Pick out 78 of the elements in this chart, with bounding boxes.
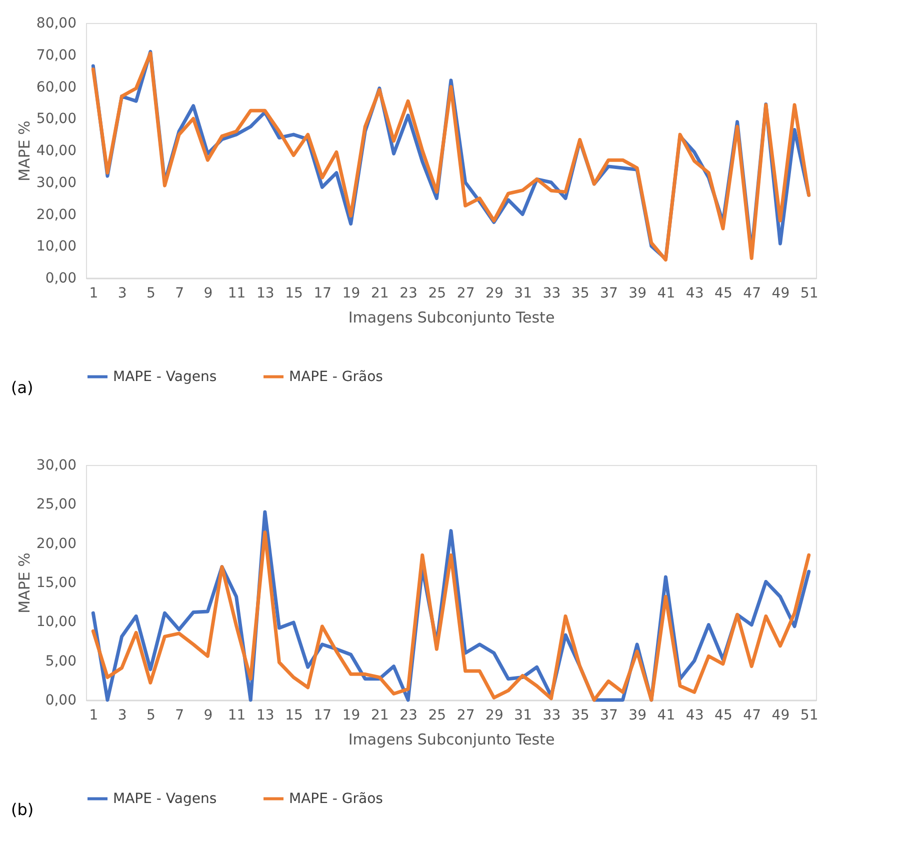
x-tick-label: 27 (456, 286, 475, 302)
legend-label: MAPE - Vagens (113, 368, 217, 385)
y-tick-label: 20,00 (36, 206, 76, 223)
x-tick-label: 21 (371, 708, 389, 724)
x-tick-label: 49 (772, 286, 790, 302)
x-tick-label: 29 (486, 708, 504, 724)
text: (b) (11, 800, 34, 819)
y-tick-label: 30,00 (36, 174, 76, 191)
legend-label: MAPE - Grãos (289, 368, 383, 385)
x-tick-label: 25 (428, 708, 446, 724)
x-tick-label: 11 (228, 708, 246, 724)
x-tick-label: 37 (600, 708, 618, 724)
x-tick-label: 17 (314, 286, 332, 302)
x-tick-label: 31 (514, 286, 532, 302)
x-tick-label: 7 (175, 286, 184, 302)
x-tick-label: 11 (228, 286, 246, 302)
y-tick-label: 40,00 (36, 143, 76, 159)
x-tick-label: 21 (371, 286, 389, 302)
x-tick-label: 29 (486, 286, 504, 302)
y-tick-label: 60,00 (36, 79, 76, 96)
x-tick-label: 15 (285, 286, 303, 302)
x-tick-label: 19 (342, 708, 360, 724)
y-tick-label: 25,00 (36, 496, 76, 513)
x-tick-label: 27 (456, 708, 475, 724)
y-tick-label: 5,00 (45, 653, 76, 670)
x-tick-label: 45 (714, 286, 732, 302)
y-tick-label: 0,00 (45, 692, 76, 708)
x-tick-label: 41 (657, 286, 676, 302)
x-tick-label: 23 (400, 286, 418, 302)
x-tick-label: 17 (314, 708, 332, 724)
y-tick-label: 20,00 (36, 536, 76, 552)
x-tick-label: 45 (714, 708, 732, 724)
y-tick-label: 50,00 (36, 111, 76, 128)
x-tick-label: 23 (400, 708, 418, 724)
x-tick-label: 47 (743, 708, 761, 724)
x-tick-label: 43 (686, 708, 704, 724)
x-tick-label: 35 (571, 286, 590, 302)
y-tick-label: 15,00 (36, 575, 76, 591)
y-tick-label: 80,00 (36, 16, 76, 32)
x-tick-label: 37 (600, 286, 618, 302)
x-tick-label: 25 (428, 286, 446, 302)
x-tick-label: 35 (571, 708, 590, 724)
x-tick-label: 51 (800, 286, 818, 302)
x-tick-label: 47 (743, 286, 761, 302)
legend-label: MAPE - Grãos (289, 790, 383, 807)
y-tick-label: 70,00 (36, 47, 76, 64)
x-tick-label: 31 (514, 708, 532, 724)
y-axis-title: MAPE % (15, 120, 34, 182)
x-tick-label: 5 (146, 286, 156, 302)
x-tick-label: 1 (89, 708, 98, 724)
x-tick-label: 43 (686, 286, 704, 302)
x-tick-label: 41 (657, 708, 676, 724)
x-tick-label: 15 (285, 708, 303, 724)
x-tick-label: 1 (89, 286, 98, 302)
y-tick-label: 10,00 (36, 238, 76, 255)
x-tick-label: 33 (542, 708, 561, 724)
x-tick-label: 39 (628, 286, 646, 302)
x-axis-title: Imagens Subconjunto Teste (348, 308, 555, 326)
x-tick-label: 39 (628, 708, 646, 724)
x-tick-label: 49 (772, 708, 790, 724)
x-tick-label: 7 (175, 708, 184, 724)
x-tick-label: 9 (204, 708, 213, 724)
x-tick-label: 33 (542, 286, 561, 302)
y-tick-label: 10,00 (36, 614, 76, 630)
text: (a) (11, 378, 34, 397)
x-tick-label: 5 (146, 708, 156, 724)
x-tick-label: 3 (118, 708, 127, 724)
x-tick-label: 51 (800, 708, 818, 724)
y-tick-label: 30,00 (36, 458, 76, 474)
x-tick-label: 9 (204, 286, 213, 302)
x-tick-label: 13 (256, 286, 274, 302)
x-tick-label: 19 (342, 286, 360, 302)
y-axis-title: MAPE % (15, 552, 34, 614)
x-tick-label: 13 (256, 708, 274, 724)
x-axis-title: Imagens Subconjunto Teste (348, 730, 555, 748)
legend-label: MAPE - Vagens (113, 790, 217, 807)
y-tick-label: 0,00 (45, 270, 76, 286)
x-tick-label: 3 (118, 286, 127, 302)
